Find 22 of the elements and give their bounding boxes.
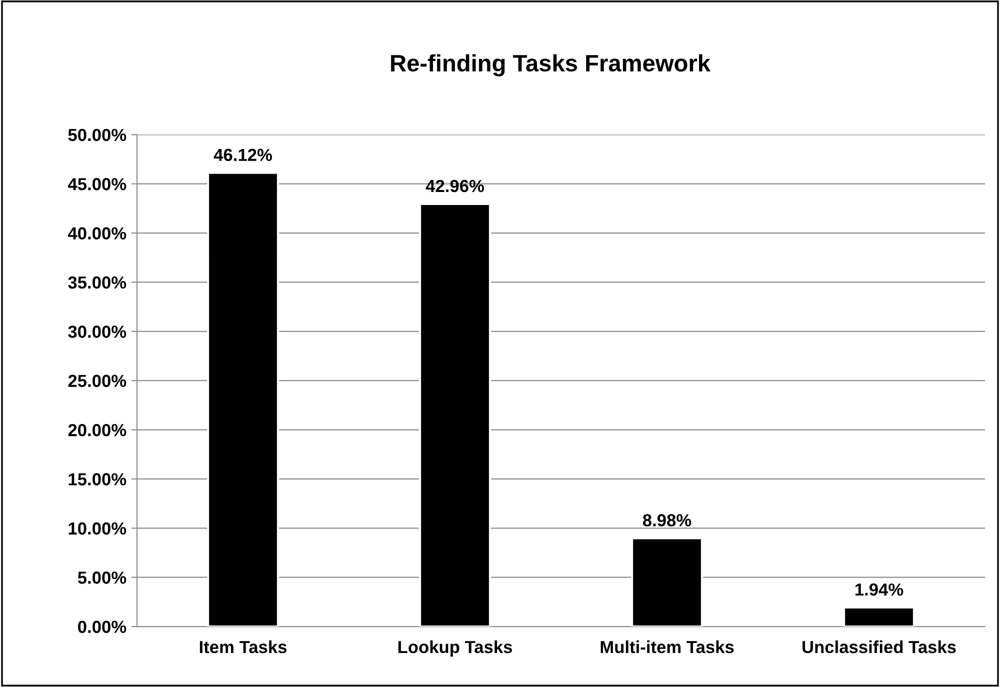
y-tick-label: 30.00% — [68, 326, 126, 338]
y-tick-label: 5.00% — [78, 572, 126, 584]
y-tick-label: 45.00% — [68, 178, 126, 190]
y-tick-label: 35.00% — [68, 276, 126, 289]
y-tick-label: 15.00% — [68, 473, 126, 486]
data-label: 8.98% — [642, 514, 692, 526]
x-tick-label: Multi-item Tasks — [600, 640, 734, 654]
y-tick-label: 10.00% — [68, 522, 126, 535]
y-tick-label: 50.00% — [68, 128, 126, 142]
data-label: 1.94% — [855, 583, 904, 596]
x-tick-label: Unclassified Tasks — [802, 640, 956, 654]
y-tick-label: 0.00% — [78, 620, 126, 634]
y-tick-label: 20.00% — [68, 424, 126, 436]
bar — [630, 537, 704, 627]
y-tick-label: 25.00% — [68, 374, 126, 388]
chart-title: Re-finding Tasks Framework — [391, 54, 711, 76]
data-label: 46.12% — [214, 148, 272, 162]
x-tick-label: Item Tasks — [200, 640, 287, 654]
x-tick-label: Lookup Tasks — [398, 640, 512, 657]
y-tick-label: 40.00% — [68, 227, 126, 240]
data-label: 42.96% — [426, 180, 484, 192]
bar — [206, 172, 280, 627]
